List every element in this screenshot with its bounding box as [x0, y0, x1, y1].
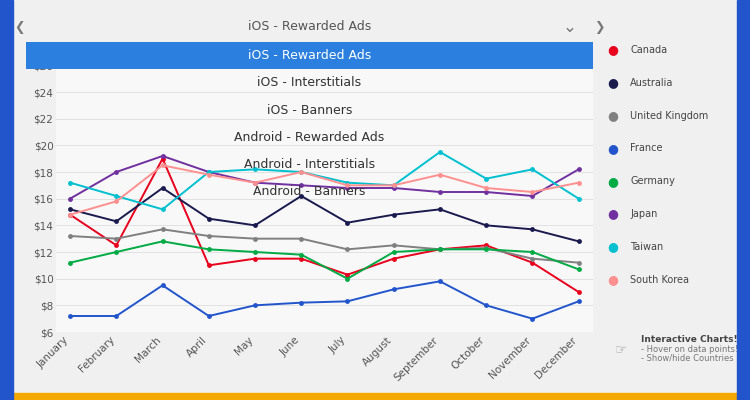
- Text: Canada: Canada: [630, 45, 668, 55]
- Text: iOS - Banners: iOS - Banners: [267, 104, 352, 116]
- Text: Android - Interstitials: Android - Interstitials: [244, 158, 375, 171]
- Text: ●: ●: [608, 142, 618, 155]
- Text: ●: ●: [608, 240, 618, 253]
- Text: ●: ●: [608, 273, 618, 286]
- Text: iOS - Rewarded Ads: iOS - Rewarded Ads: [248, 49, 371, 62]
- Text: United Kingdom: United Kingdom: [630, 111, 708, 121]
- Text: Android - Banners: Android - Banners: [254, 185, 365, 198]
- Text: Interactive Charts!: Interactive Charts!: [641, 336, 738, 344]
- Text: - Show/hide Countries: - Show/hide Countries: [641, 354, 734, 362]
- Text: ☞: ☞: [615, 342, 627, 356]
- Text: ●: ●: [608, 208, 618, 220]
- Text: ●: ●: [608, 44, 618, 56]
- Text: Android - Rewarded Ads: Android - Rewarded Ads: [234, 131, 385, 144]
- Bar: [26, 42, 592, 69]
- Text: iOS - Rewarded Ads: iOS - Rewarded Ads: [248, 20, 371, 34]
- Text: - Hover on data points!: - Hover on data points!: [641, 346, 739, 354]
- Text: Taiwan: Taiwan: [630, 242, 663, 252]
- Text: Australia: Australia: [630, 78, 674, 88]
- Text: ❮: ❮: [15, 20, 26, 34]
- Text: ●: ●: [608, 109, 618, 122]
- Text: iOS - Interstitials: iOS - Interstitials: [257, 76, 362, 89]
- Text: South Korea: South Korea: [630, 275, 689, 285]
- Text: ❯: ❯: [594, 20, 604, 34]
- Text: France: France: [630, 143, 662, 153]
- Text: ●: ●: [608, 76, 618, 89]
- Text: Germany: Germany: [630, 176, 675, 186]
- Text: ●: ●: [608, 175, 618, 188]
- Text: Japan: Japan: [630, 209, 658, 219]
- Text: ⌄: ⌄: [563, 18, 577, 36]
